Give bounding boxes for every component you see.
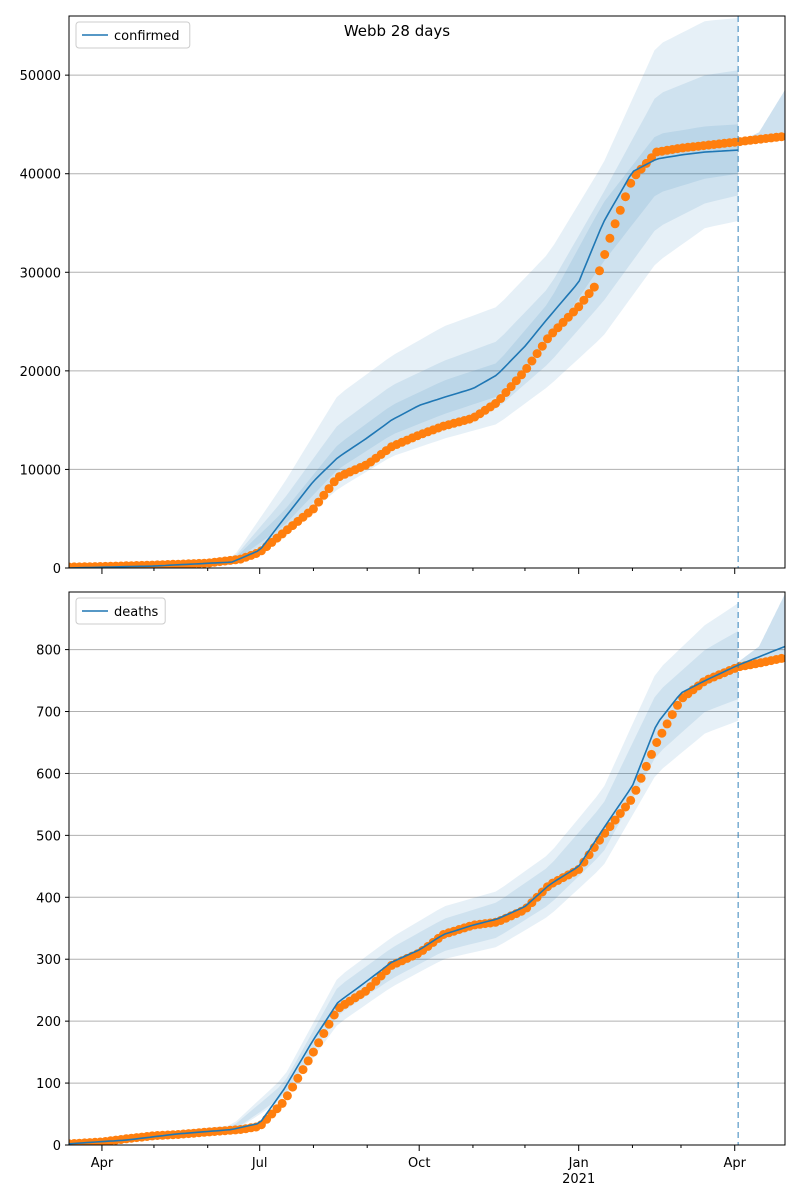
model-median-line xyxy=(69,149,739,568)
observed-point xyxy=(511,376,521,386)
observed-point xyxy=(314,1038,324,1048)
x-tick-label: Jul xyxy=(251,1156,268,1171)
y-tick-label: 300 xyxy=(36,953,61,968)
observed-point xyxy=(610,219,620,229)
observed-point xyxy=(277,1098,287,1108)
observed-point xyxy=(298,1065,308,1075)
y-tick-label: 200 xyxy=(36,1015,61,1030)
observed-point xyxy=(626,178,636,188)
observed-point xyxy=(647,749,656,759)
x-tick-label: Oct xyxy=(408,1156,430,1171)
plot-area xyxy=(69,593,785,1145)
observed-point xyxy=(303,1056,313,1066)
observed-point xyxy=(319,490,329,500)
observed-point xyxy=(532,349,542,359)
y-tick-label: 50000 xyxy=(20,69,61,84)
observed-point xyxy=(626,795,636,805)
observed-point xyxy=(673,700,682,710)
y-tick-label: 600 xyxy=(36,767,61,782)
observed-point xyxy=(600,250,610,259)
observed-point xyxy=(579,295,589,305)
observed-point xyxy=(631,785,641,795)
observed-point xyxy=(605,822,615,832)
observed-point xyxy=(662,719,672,729)
confirmed-panel: 0 10000 20000 30000 40000 50000 confirmed xyxy=(20,15,786,577)
observed-point xyxy=(501,388,511,397)
observed-point xyxy=(615,205,625,215)
observed-point xyxy=(308,504,318,514)
observed-points xyxy=(69,132,785,568)
y-tick-label: 0 xyxy=(53,562,61,577)
observed-point xyxy=(636,773,646,783)
forecast-band xyxy=(738,89,785,143)
observed-point xyxy=(621,192,630,202)
observed-point xyxy=(589,282,599,292)
axes-frame xyxy=(68,591,786,1146)
x-tick-sublabel: 2021 xyxy=(562,1172,595,1187)
y-tick-label: 400 xyxy=(36,891,61,906)
observed-point xyxy=(537,341,547,351)
x-tick-label: Apr xyxy=(723,1156,746,1171)
plot-area xyxy=(69,18,785,568)
y-tick-label: 10000 xyxy=(20,463,61,478)
observed-point xyxy=(610,815,620,825)
observed-point xyxy=(777,132,785,142)
x-tick-label: Jan xyxy=(568,1156,589,1171)
observed-point xyxy=(631,170,641,180)
observed-point xyxy=(308,1047,318,1057)
observed-point xyxy=(293,1073,303,1083)
y-tick-label: 40000 xyxy=(20,168,61,183)
y-tick-label: 30000 xyxy=(20,266,61,281)
observed-point xyxy=(579,857,589,867)
y-tick-label: 800 xyxy=(36,644,61,659)
y-tick-label: 700 xyxy=(36,706,61,721)
confidence-band xyxy=(69,631,739,1145)
observed-point xyxy=(595,266,604,276)
observed-point xyxy=(652,738,662,747)
forecast-band xyxy=(738,593,785,669)
observed-point xyxy=(777,653,785,663)
observed-point xyxy=(282,1091,292,1101)
y-tick-label: 20000 xyxy=(20,365,61,380)
observed-point xyxy=(605,233,615,243)
observed-point xyxy=(574,302,584,312)
legend: deaths xyxy=(75,597,166,625)
y-tick-label: 500 xyxy=(36,829,61,844)
observed-point xyxy=(667,710,677,720)
legend-box xyxy=(75,597,166,625)
y-tick-label: 0 xyxy=(53,1139,61,1154)
legend: confirmed xyxy=(75,21,191,49)
legend-label: confirmed xyxy=(114,29,180,44)
x-tick-label: Apr xyxy=(91,1156,114,1171)
axes-frame xyxy=(68,15,786,569)
observed-point xyxy=(324,484,334,494)
observed-point xyxy=(319,1029,329,1038)
observed-point xyxy=(324,1019,334,1029)
observed-point xyxy=(288,1082,298,1092)
observed-point xyxy=(314,497,324,507)
y-tick-label: 100 xyxy=(36,1077,61,1092)
deaths-panel: 0 100 200 300 400 500 600 700 800 Apr Jul Oct Jan202… xyxy=(36,591,786,1187)
observed-point xyxy=(657,728,667,738)
observed-point xyxy=(641,761,651,771)
observed-point xyxy=(496,394,506,403)
observed-point xyxy=(615,809,625,818)
legend-box xyxy=(75,21,191,49)
legend-label: deaths xyxy=(114,605,159,620)
model-median-line xyxy=(69,645,785,1145)
confidence-band xyxy=(69,603,739,1145)
confidence-band xyxy=(69,18,739,568)
observed-point xyxy=(621,802,630,812)
confidence-band xyxy=(69,124,739,568)
observed-point xyxy=(506,382,516,392)
observed-point xyxy=(527,356,537,366)
observed-point xyxy=(543,334,552,344)
confidence-band xyxy=(69,70,739,568)
observed-point xyxy=(517,370,526,380)
observed-point xyxy=(522,363,532,373)
observed-point xyxy=(584,289,594,299)
chart-title: Webb 28 days xyxy=(344,22,450,40)
